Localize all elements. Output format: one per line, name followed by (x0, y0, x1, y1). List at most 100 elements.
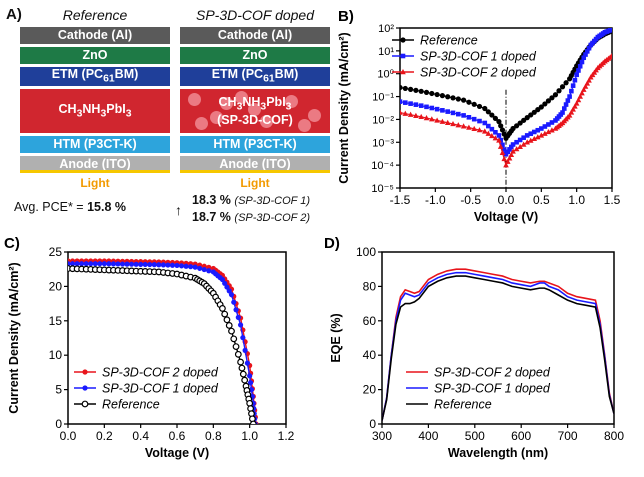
legend-label: SP-3D-COF 2 doped (434, 366, 551, 380)
series-reference (382, 275, 614, 421)
layer-label: CH3NH3PbI3 (SP-3D-COF) (217, 94, 293, 128)
data-point (504, 158, 511, 164)
data-point (231, 299, 237, 305)
data-point (586, 45, 592, 51)
layer-active: CH3NH3PbI3 (20, 89, 170, 133)
data-point (514, 139, 519, 145)
data-point (192, 264, 198, 270)
reference-column-title: Reference (62, 7, 128, 23)
data-point (524, 133, 530, 138)
data-point (169, 262, 176, 268)
data-point (567, 94, 572, 99)
panel-a-letter: A) (6, 6, 22, 23)
data-point (579, 59, 585, 65)
pce-cof-2: 18.7 % (SP-3D-COF 2) (192, 210, 310, 224)
data-point (402, 85, 408, 92)
data-point (577, 63, 583, 69)
data-point (506, 155, 513, 161)
data-point (568, 109, 575, 115)
cof-particle (298, 119, 311, 132)
series-line (382, 275, 614, 421)
data-point (476, 103, 483, 110)
data-point (542, 130, 548, 136)
data-point (485, 109, 491, 115)
data-point (434, 91, 440, 98)
series-sp-3d-cof-1-doped (400, 28, 612, 157)
data-point (510, 125, 516, 132)
y-tick-label: 10 (49, 348, 63, 362)
data-point (234, 350, 242, 358)
data-point (609, 28, 612, 32)
series-sp-3d-cof-2-doped (68, 258, 259, 424)
data-point (151, 262, 157, 268)
light-label-doped: Light (240, 176, 270, 190)
y-tick-label: 20 (363, 383, 377, 397)
y-tick-label: 20 (49, 279, 63, 293)
data-point (450, 95, 456, 101)
data-point (413, 102, 419, 107)
data-point (74, 261, 80, 267)
data-point (582, 83, 589, 89)
data-point (539, 126, 544, 131)
light-label-reference: Light (80, 176, 110, 190)
x-tick-label: 0.4 (132, 429, 149, 443)
data-point (92, 261, 98, 267)
data-point (566, 112, 573, 118)
data-point (440, 108, 445, 113)
data-point (222, 280, 228, 286)
data-point (400, 99, 403, 104)
plot-frame (381, 251, 615, 425)
data-point (492, 115, 498, 121)
x-tick-label: 0.8 (205, 429, 222, 443)
data-point (531, 129, 537, 135)
data-point (563, 102, 569, 107)
layer-label: ZnO (242, 48, 268, 63)
data-point (228, 292, 235, 298)
panel-letter: D) (324, 235, 340, 252)
x-axis-label: Voltage (V) (145, 446, 209, 460)
data-point (434, 106, 440, 112)
legend-label: Reference (102, 398, 160, 412)
data-point (520, 141, 527, 147)
data-point (223, 316, 231, 324)
data-point (455, 122, 462, 128)
data-point (496, 133, 502, 138)
legend-label: SP-3D-COF 2 doped (102, 366, 219, 380)
data-point (524, 139, 530, 145)
data-point (583, 52, 588, 57)
data-point (493, 129, 498, 135)
data-point (574, 72, 579, 78)
data-point (455, 96, 461, 102)
data-point (477, 118, 482, 124)
data-point (471, 116, 477, 122)
data-point (403, 100, 408, 105)
x-tick-label: 700 (558, 429, 578, 443)
data-point (174, 262, 180, 269)
data-point (531, 109, 537, 115)
data-point (241, 376, 249, 384)
y-tick-label: 10⁻² (372, 114, 394, 126)
data-point (531, 135, 538, 142)
data-point (492, 135, 499, 141)
data-point (549, 120, 555, 125)
x-tick-label: 1.0 (568, 193, 585, 207)
data-point (178, 263, 185, 269)
x-tick-label: -1.5 (390, 193, 411, 207)
data-point (575, 97, 582, 103)
data-point (106, 261, 112, 267)
layer-label: ZnO (82, 48, 108, 63)
x-tick-label: 1.2 (278, 429, 295, 443)
data-point (418, 103, 424, 108)
data-point (460, 123, 467, 129)
cof-particle (260, 115, 273, 128)
x-tick-label: 1.5 (604, 193, 621, 207)
data-point (482, 120, 488, 126)
series-line (382, 271, 614, 421)
chart-d: D) 300 400 500 600 700 800 0 20 40 60 80 100 Waveleng… (324, 235, 624, 460)
data-point (510, 148, 516, 154)
data-point (501, 147, 507, 152)
data-point (400, 84, 403, 91)
data-point (524, 115, 530, 121)
data-point (429, 90, 435, 97)
layer-anode: Anode (ITO) (20, 156, 170, 173)
